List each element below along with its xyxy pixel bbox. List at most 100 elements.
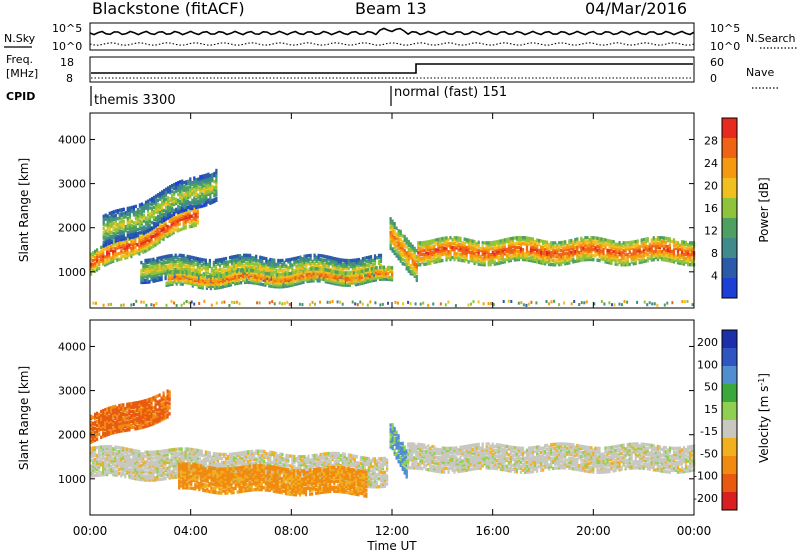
power-cell	[389, 233, 392, 237]
power-cell	[237, 254, 240, 258]
power-colorbar-tick: 24	[704, 157, 718, 170]
power-cell	[252, 273, 255, 277]
power-cell	[169, 203, 172, 207]
velocity-cell	[130, 419, 133, 424]
power-cell	[327, 265, 330, 269]
power-cell	[203, 197, 206, 202]
power-cell	[311, 261, 314, 265]
power-cell	[132, 229, 135, 233]
power-cell	[179, 194, 182, 198]
power-cell	[166, 266, 169, 270]
power-cell	[538, 240, 541, 245]
power-cell	[132, 205, 135, 209]
power-cell	[497, 247, 500, 252]
power-cell	[397, 243, 400, 247]
power-cell	[360, 281, 363, 285]
power-cell	[465, 257, 468, 262]
power-cell	[124, 256, 127, 260]
power-cell	[656, 243, 659, 248]
power-cell	[487, 253, 490, 257]
power-cell	[204, 258, 207, 262]
power-cell	[188, 221, 191, 225]
power-cell	[232, 259, 236, 263]
power-cell	[265, 257, 268, 261]
velocity-cell	[94, 416, 97, 420]
power-cell	[374, 274, 378, 278]
power-cell	[192, 258, 195, 262]
power-cell	[663, 303, 666, 307]
power-cell	[546, 260, 549, 264]
power-cell	[624, 249, 627, 253]
power-cell	[167, 202, 170, 206]
power-cell	[644, 239, 647, 243]
velocity-cell	[110, 421, 113, 426]
power-cell	[235, 256, 238, 260]
power-cell	[578, 303, 581, 306]
power-cell	[193, 280, 196, 285]
power-cell	[92, 268, 95, 273]
power-cell	[152, 303, 155, 307]
power-cell	[600, 249, 603, 253]
power-cell	[664, 240, 667, 244]
velocity-cell	[116, 408, 119, 412]
power-cell	[305, 254, 308, 258]
power-cell	[174, 255, 177, 259]
power-cell	[586, 251, 589, 256]
power-cell	[116, 216, 119, 221]
power-cell	[194, 217, 197, 222]
power-cell	[624, 259, 627, 263]
power-cell	[489, 262, 492, 267]
power-cell	[207, 176, 210, 180]
power-cell	[150, 197, 154, 201]
power-cell	[558, 303, 561, 307]
velocity-cell	[116, 420, 119, 424]
power-cell	[290, 271, 293, 276]
power-cell	[357, 257, 360, 262]
power-cell	[163, 196, 166, 201]
power-cell	[672, 238, 676, 242]
power-cell	[413, 258, 416, 263]
power-cell	[197, 195, 200, 199]
velocity-cell	[124, 416, 127, 421]
power-cell	[427, 244, 430, 248]
power-cell	[548, 256, 551, 261]
power-cell	[397, 250, 400, 255]
power-cell	[237, 260, 240, 264]
velocity-cell	[108, 426, 111, 430]
power-cell	[229, 281, 233, 285]
power-cell	[503, 252, 506, 256]
power-cell	[640, 256, 643, 260]
power-cell	[112, 253, 115, 257]
velocity-cell	[132, 421, 135, 425]
power-cell	[495, 250, 498, 254]
power-cell	[184, 224, 187, 228]
power-cell	[361, 257, 364, 261]
power-cell	[497, 245, 500, 250]
velocity-cell	[100, 425, 103, 430]
power-cell	[409, 252, 412, 256]
power-cell	[130, 219, 133, 224]
power-cell	[175, 187, 178, 192]
power-cell	[175, 201, 178, 206]
power-cell	[152, 211, 156, 216]
power-cell	[207, 278, 210, 283]
power-cell	[122, 215, 125, 219]
power-cell	[214, 270, 217, 274]
power-cell	[177, 274, 180, 278]
power-cell	[201, 284, 204, 288]
power-cell	[345, 266, 348, 271]
power-cell	[96, 268, 99, 272]
power-cell	[142, 203, 146, 207]
power-cell	[455, 244, 458, 248]
power-cell	[177, 280, 180, 284]
power-cell	[120, 243, 123, 247]
power-cell	[576, 239, 579, 243]
power-cell	[188, 301, 191, 305]
power-cell	[308, 269, 311, 273]
velocity-cell	[110, 419, 113, 424]
power-cell	[120, 235, 123, 240]
power-cell	[210, 268, 213, 273]
power-cell	[621, 303, 623, 307]
power-cell	[100, 249, 103, 253]
power-cell	[190, 224, 193, 228]
